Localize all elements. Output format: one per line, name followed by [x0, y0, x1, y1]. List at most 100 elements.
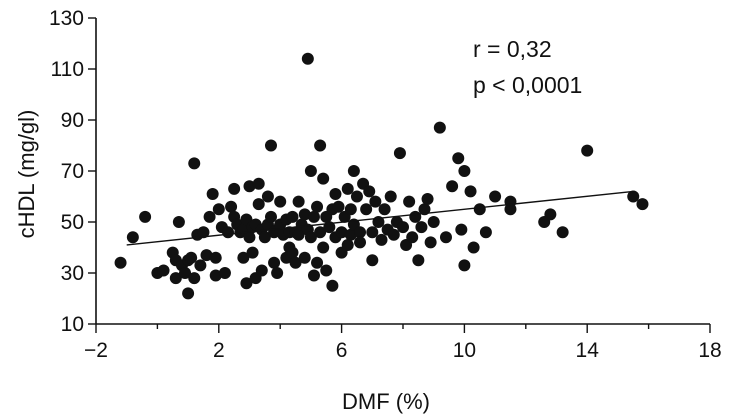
data-point	[271, 267, 284, 279]
data-point	[412, 254, 425, 267]
data-point	[397, 221, 409, 234]
correlation-annotation: r = 0,32	[473, 36, 552, 62]
data-point	[246, 246, 259, 259]
data-point	[427, 216, 440, 228]
y-tick-label: 90	[61, 109, 84, 132]
data-point	[489, 190, 502, 203]
data-point	[237, 251, 250, 264]
x-tick-label: 18	[698, 339, 721, 362]
data-point	[304, 231, 317, 244]
x-axis: −2 2 6 10 14 18	[84, 323, 722, 362]
data-point	[264, 139, 277, 152]
data-point	[212, 203, 225, 216]
data-point	[188, 272, 201, 285]
data-point	[258, 231, 271, 244]
data-points	[114, 52, 649, 300]
trend-line	[126, 190, 634, 246]
data-point	[403, 195, 416, 208]
data-point	[326, 279, 339, 292]
data-point	[206, 187, 219, 200]
data-point	[320, 264, 333, 277]
data-point	[354, 236, 367, 249]
data-point	[264, 210, 277, 223]
data-point	[393, 147, 406, 160]
data-point	[446, 180, 459, 193]
y-axis-title: cHDL (mg/gl)	[14, 110, 39, 239]
y-axis: 10 30 50 70 90 110 130	[49, 7, 97, 336]
data-point	[341, 238, 354, 251]
data-point	[544, 208, 557, 221]
data-point	[126, 231, 139, 244]
data-point	[344, 228, 357, 241]
data-point	[452, 152, 465, 165]
data-point	[311, 200, 324, 213]
data-point	[255, 264, 268, 277]
data-point	[172, 216, 185, 228]
data-point	[335, 226, 348, 239]
data-point	[209, 269, 222, 282]
data-point	[307, 210, 320, 223]
data-point	[439, 231, 452, 244]
data-point	[157, 264, 170, 277]
data-point	[185, 251, 198, 264]
data-point	[307, 269, 320, 282]
x-axis-title: DMF (%)	[342, 389, 430, 414]
data-point	[203, 210, 216, 223]
data-point	[421, 193, 434, 206]
data-point	[301, 52, 314, 65]
data-point	[182, 287, 195, 300]
data-point	[341, 182, 354, 195]
data-point	[286, 210, 299, 223]
data-point	[298, 251, 311, 264]
data-point	[139, 210, 152, 223]
data-point	[636, 198, 649, 211]
data-point	[314, 226, 327, 239]
p-value-annotation: p < 0,0001	[473, 72, 582, 98]
data-point	[243, 180, 256, 193]
data-point	[409, 210, 422, 223]
y-tick-label: 50	[61, 211, 84, 234]
data-point	[314, 139, 327, 152]
data-point	[298, 208, 311, 221]
data-point	[347, 165, 360, 177]
data-point	[261, 190, 274, 203]
data-point	[209, 251, 222, 264]
data-point	[332, 200, 345, 213]
data-point	[197, 226, 210, 239]
data-point	[473, 203, 486, 216]
data-point	[218, 267, 231, 279]
data-point	[317, 172, 330, 185]
data-point	[225, 200, 238, 213]
data-point	[384, 190, 397, 203]
data-point	[458, 259, 471, 272]
data-point	[228, 182, 241, 195]
data-point	[433, 121, 446, 134]
x-tick-label: −2	[84, 339, 108, 362]
x-tick-label: 2	[213, 339, 225, 362]
data-point	[114, 256, 127, 269]
data-point	[179, 267, 192, 279]
data-point	[243, 231, 256, 244]
data-point	[464, 185, 477, 198]
data-point	[169, 272, 182, 285]
data-point	[317, 241, 330, 254]
x-tick-label: 10	[453, 339, 476, 362]
data-point	[415, 221, 428, 234]
data-point	[274, 195, 287, 208]
data-point	[360, 203, 373, 216]
x-tick-label: 6	[336, 339, 348, 362]
data-point	[406, 231, 419, 244]
data-point	[304, 165, 317, 177]
data-point	[311, 256, 324, 269]
data-point	[188, 157, 201, 170]
data-point	[581, 144, 594, 157]
data-point	[268, 256, 281, 269]
data-point	[455, 223, 468, 236]
data-point	[424, 236, 437, 249]
data-point	[418, 203, 431, 216]
data-point	[292, 195, 305, 208]
data-point	[292, 228, 305, 241]
data-point	[200, 249, 213, 262]
data-point	[222, 226, 235, 239]
data-point	[252, 177, 265, 190]
